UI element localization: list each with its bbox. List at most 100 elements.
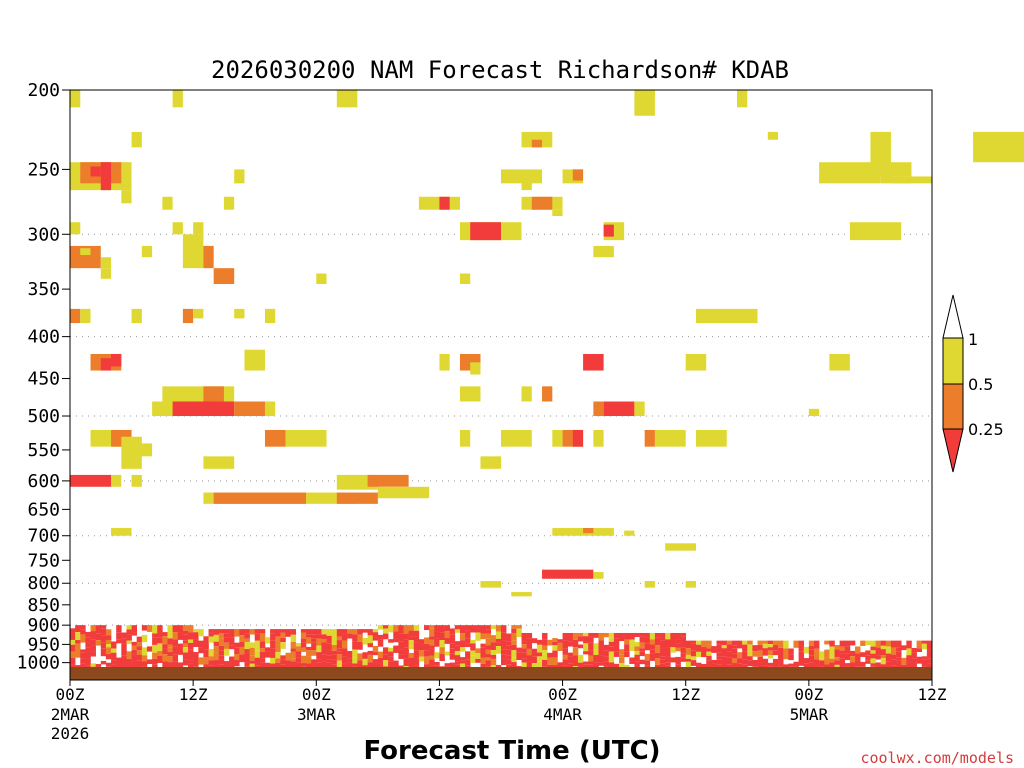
bl-cell — [90, 631, 96, 640]
bl-cell — [80, 658, 86, 664]
bl-cell — [680, 636, 687, 645]
bl-cell — [300, 647, 307, 652]
bl-cell — [485, 657, 492, 661]
bl-cell — [141, 661, 148, 667]
bl-cell — [526, 638, 533, 646]
bl-cell — [367, 650, 374, 655]
ri-cell — [203, 245, 214, 269]
bl-cell — [177, 651, 184, 655]
ri-cell — [531, 196, 553, 210]
bl-cell — [593, 662, 599, 668]
bl-cell — [377, 625, 384, 630]
bl-cell — [511, 625, 517, 629]
bl-cell — [85, 647, 91, 653]
bl-cell — [849, 656, 856, 663]
bl-cell — [357, 641, 363, 650]
bl-cell — [567, 641, 574, 647]
bl-cell — [629, 657, 635, 664]
bl-cell — [167, 651, 173, 657]
bl-cell — [382, 660, 389, 667]
bl-cell — [639, 632, 645, 637]
bl-cell — [254, 650, 261, 658]
bl-cell — [490, 665, 497, 669]
bl-cell — [619, 657, 625, 664]
y-tick-label: 800 — [27, 573, 60, 594]
ri-cell — [583, 353, 604, 371]
bl-cell — [695, 640, 702, 645]
bl-cell — [459, 646, 466, 652]
bl-cell — [839, 650, 846, 654]
bl-cell — [105, 662, 112, 667]
bl-cell — [695, 644, 702, 652]
bl-cell — [449, 643, 456, 649]
bl-cell — [926, 648, 933, 652]
bl-cell — [111, 648, 117, 653]
bl-cell — [521, 644, 527, 649]
bl-cell — [706, 655, 712, 661]
bl-cell — [798, 645, 805, 652]
bl-cell — [521, 648, 527, 653]
bl-cell — [644, 660, 651, 666]
bl-cell — [860, 661, 866, 667]
ri-cell — [162, 196, 173, 210]
bl-cell — [834, 649, 840, 658]
ri-cell — [264, 308, 276, 324]
bl-cell — [813, 652, 820, 660]
bl-cell — [172, 625, 179, 633]
bl-cell — [737, 652, 743, 659]
bl-cell — [916, 656, 923, 664]
bl-cell — [819, 651, 825, 656]
bl-cell — [855, 646, 861, 654]
ri-cell — [172, 90, 183, 108]
bl-cell — [480, 643, 486, 648]
bl-cell — [270, 652, 276, 658]
bl-cell — [619, 654, 625, 658]
bl-cell — [377, 651, 384, 658]
bl-cell — [870, 640, 876, 647]
bl-cell — [254, 647, 261, 651]
bl-cell — [634, 650, 640, 655]
bl-cell — [921, 640, 928, 644]
bl-cell — [526, 645, 533, 649]
bl-cell — [239, 654, 245, 663]
bl-cell — [490, 625, 497, 630]
bl-cell — [731, 658, 738, 664]
bl-cell — [131, 654, 138, 662]
bl-cell — [316, 659, 322, 663]
bl-cell — [583, 651, 589, 655]
bl-cell — [757, 650, 763, 657]
y-tick-label: 700 — [27, 526, 60, 547]
bl-cell — [146, 625, 153, 632]
bl-cell — [285, 629, 291, 637]
bl-cell — [326, 659, 332, 663]
bl-cell — [557, 642, 563, 651]
ri-cell — [973, 131, 1024, 163]
bl-cell — [552, 650, 558, 658]
bl-cell — [116, 657, 122, 666]
bl-cell — [259, 651, 266, 659]
bl-cell — [803, 658, 810, 664]
bl-cell — [208, 632, 214, 637]
bl-cell — [603, 644, 610, 651]
bl-cell — [562, 654, 569, 660]
bl-cell — [70, 657, 76, 665]
ri-cell — [100, 358, 112, 371]
bl-cell — [218, 650, 225, 656]
bl-cell — [162, 654, 168, 662]
bl-cell — [131, 625, 138, 629]
ri-cell — [80, 248, 91, 255]
legend-label-0.25: 0.25 — [968, 420, 1004, 439]
bl-cell — [562, 632, 569, 641]
bl-cell — [393, 645, 399, 653]
ri-cell — [542, 386, 553, 402]
bl-cell — [588, 661, 594, 665]
bl-cell — [767, 640, 774, 645]
bl-cell — [521, 658, 527, 663]
bl-cell — [695, 651, 702, 657]
bl-cell — [624, 632, 630, 640]
bl-cell — [95, 640, 102, 646]
bl-cell — [218, 629, 225, 634]
y-tick-label: 350 — [27, 279, 60, 300]
bl-cell — [259, 633, 266, 642]
bl-cell — [352, 663, 358, 667]
